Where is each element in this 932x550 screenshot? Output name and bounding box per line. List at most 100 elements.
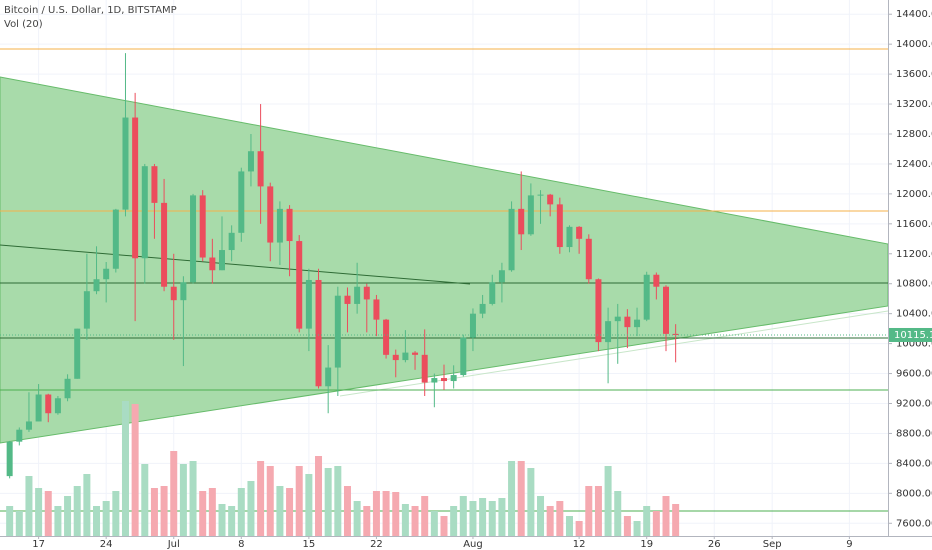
y-tick-label: 11200.00: [896, 249, 932, 260]
volume-bar: [131, 404, 139, 536]
trend-line: [339, 310, 889, 397]
volume-bar: [479, 498, 487, 536]
volume-bar: [652, 511, 660, 536]
candle-body: [74, 328, 81, 379]
candle-body: [286, 208, 293, 242]
y-tick-label: 8800.00: [896, 428, 932, 439]
candle-body: [653, 274, 660, 287]
volume-bar: [392, 492, 400, 536]
candle-body: [431, 378, 438, 383]
volume-bar: [305, 474, 313, 536]
volume-bar: [662, 496, 670, 536]
x-tick-label: 19: [640, 539, 653, 550]
candles: [0, 53, 888, 479]
y-tick-label: 8000.00: [896, 488, 932, 499]
y-tick-label: 11600.00: [896, 219, 932, 230]
candle-body: [334, 295, 341, 368]
y-tick-label: 9200.00: [896, 398, 932, 409]
candle-body: [547, 194, 554, 205]
candle-body: [64, 378, 71, 399]
candle-body: [112, 209, 119, 269]
candle-body: [6, 441, 13, 477]
candle-body: [412, 352, 419, 355]
volume-bar: [73, 486, 81, 536]
volume-bar: [141, 464, 149, 536]
volume-bar: [614, 491, 622, 536]
volume-bar: [64, 496, 72, 536]
volume-bar: [556, 501, 564, 536]
volume-bar: [247, 481, 255, 536]
candle-body: [441, 378, 447, 382]
candle-body: [527, 195, 534, 235]
y-tick-label: 13600.00: [896, 69, 932, 80]
x-tick-label: 24: [100, 539, 113, 550]
candle-body: [402, 352, 409, 361]
candle-body: [132, 117, 139, 259]
volume-bar: [372, 491, 380, 536]
y-tick-label: 14400.00: [896, 9, 932, 20]
time-axis: [0, 536, 888, 550]
candle-body: [373, 299, 380, 320]
candle-body: [219, 250, 225, 271]
volume-bar: [382, 491, 390, 536]
volume-label: Vol (20): [4, 19, 43, 30]
volume-bar: [286, 488, 294, 536]
volume-bar: [170, 451, 178, 536]
x-tick-label: 15: [303, 539, 316, 550]
candle-body: [421, 354, 428, 383]
y-tick-label: 7600.00: [896, 518, 932, 529]
candle-body: [25, 421, 32, 430]
candle-body: [344, 295, 351, 304]
candle-body: [141, 166, 148, 259]
candle-body: [199, 195, 206, 258]
candle-body: [325, 367, 332, 387]
volume-bar: [401, 504, 409, 536]
y-tick-label: 9600.00: [896, 369, 932, 380]
volume-bar: [585, 486, 593, 536]
y-tick-label: 10800.00: [896, 279, 932, 290]
candle-body: [190, 195, 197, 283]
candle-body: [296, 241, 303, 329]
candle-body: [576, 226, 583, 239]
y-tick-label: 12000.00: [896, 189, 932, 200]
volume-bar: [450, 506, 458, 536]
candle-body: [267, 186, 274, 243]
x-tick-label: Sep: [763, 539, 782, 550]
volume-bar: [208, 488, 216, 536]
volume-bar: [35, 488, 43, 536]
y-tick-label: 12400.00: [896, 159, 932, 170]
candle-body: [228, 232, 235, 251]
candle-body: [122, 117, 129, 210]
volume-bar: [411, 506, 419, 536]
volume-bar: [363, 506, 371, 536]
chart-title: Bitcoin / U.S. Dollar, 1D, BITSTAMP: [4, 5, 177, 16]
last-price-box: [889, 327, 932, 342]
candle-body: [489, 282, 496, 304]
volume-bar: [488, 501, 496, 536]
volume-bar: [257, 461, 265, 536]
x-tick-label: 17: [32, 539, 45, 550]
volume-bar: [44, 491, 52, 536]
volume-bar: [430, 511, 438, 536]
candle-body: [257, 151, 264, 187]
volume-bar: [266, 466, 274, 536]
volume-bar: [440, 516, 448, 536]
volume-bar: [343, 486, 351, 536]
volume-bar: [469, 501, 477, 536]
volume-bar: [517, 461, 525, 536]
candle-body: [16, 429, 23, 442]
y-tick-label: 13200.00: [896, 99, 932, 110]
candle-body: [83, 291, 90, 329]
volume-bar: [295, 466, 303, 536]
candle-body: [469, 313, 476, 338]
volume-bar: [315, 456, 323, 536]
candle-body: [54, 398, 61, 414]
candle-body: [450, 375, 457, 382]
candle-body: [614, 316, 621, 322]
volume-bar: [421, 496, 429, 536]
price-axis: [888, 0, 932, 550]
candle-body: [93, 279, 100, 292]
axes: 7600.00 8000.00 8400.00 8800.00 9200.00 9600.…: [32, 9, 932, 550]
volume-bar: [633, 521, 641, 536]
